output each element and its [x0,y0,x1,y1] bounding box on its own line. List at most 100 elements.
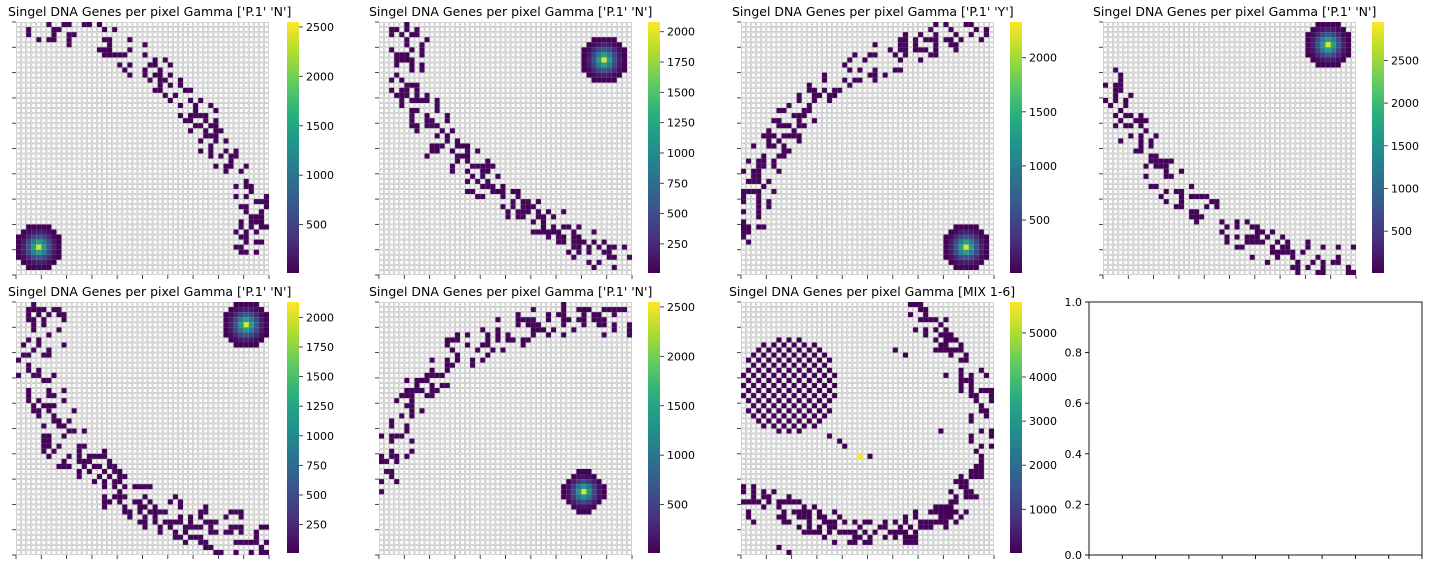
heatmap-cell [177,102,184,109]
empty-cell [152,42,158,48]
empty-cell [551,143,557,149]
empty-cell [248,234,254,240]
empty-cell [172,249,178,255]
empty-cell [71,264,77,270]
empty-cell [132,163,138,169]
heatmap-cell [152,87,158,93]
empty-cell [429,27,435,33]
empty-cell [81,103,87,108]
empty-cell [21,158,27,164]
heatmap-cell [198,148,204,154]
empty-cell [218,249,224,255]
empty-cell [546,72,551,78]
empty-cell [157,62,163,68]
empty-cell [51,143,57,149]
empty-cell [162,264,168,270]
empty-cell [147,72,153,78]
empty-cell [379,254,384,260]
empty-cell [228,219,234,225]
empty-cell [86,123,92,129]
empty-cell [404,72,410,78]
empty-cell [389,204,395,210]
heatmap-cell [389,77,395,83]
empty-cell [117,153,123,159]
empty-cell [409,209,415,215]
empty-cell [581,148,587,154]
empty-cell [31,52,37,58]
empty-cell [147,27,153,33]
empty-cell [505,244,511,250]
empty-cell [546,133,551,139]
empty-cell [16,97,21,103]
empty-cell [248,259,254,265]
empty-cell [218,168,224,174]
empty-cell [470,87,476,93]
empty-cell [228,259,234,265]
empty-cell [495,123,501,129]
empty-cell [218,108,224,113]
empty-cell [264,72,269,78]
empty-cell [566,128,572,134]
heatmap-cell [248,214,254,220]
empty-cell [56,52,62,58]
empty-cell [188,214,193,220]
empty-cell [455,62,460,68]
empty-cell [248,22,254,27]
empty-cell [475,128,481,134]
empty-cell [505,194,511,199]
empty-cell [157,194,163,199]
empty-cell [525,153,531,159]
empty-cell [258,204,264,210]
heatmap-cell [182,118,189,124]
empty-cell [31,270,37,275]
empty-cell [551,52,557,58]
heatmap-cell [485,178,491,184]
empty-cell [213,168,219,174]
empty-cell [71,37,77,43]
empty-cell [208,219,214,225]
empty-cell [495,199,501,205]
empty-cell [616,259,622,265]
empty-cell [142,234,148,240]
empty-cell [142,97,148,103]
heatmap-cell [591,37,597,43]
empty-cell [530,158,536,164]
empty-cell [525,178,531,184]
empty-cell [449,108,455,113]
empty-cell [455,32,460,38]
empty-cell [500,168,506,174]
empty-cell [460,158,465,164]
empty-cell [228,148,234,154]
heatmap-cell [414,123,420,129]
empty-cell [71,168,77,174]
empty-cell [172,128,178,134]
empty-cell [238,108,244,113]
empty-cell [223,143,229,149]
empty-cell [61,194,67,199]
empty-cell [243,77,249,83]
empty-cell [449,47,455,53]
heatmap-cell [480,163,486,169]
empty-cell [172,158,178,164]
empty-cell [621,72,627,78]
empty-cell [147,259,153,265]
empty-cell [213,239,219,245]
empty-cell [137,32,143,38]
empty-cell [576,254,582,260]
empty-cell [485,123,491,129]
empty-cell [107,32,113,38]
empty-cell [264,153,269,159]
empty-cell [566,37,572,43]
empty-cell [91,22,97,27]
empty-cell [616,92,622,98]
heatmap-cell [41,234,47,240]
empty-cell [581,128,587,134]
empty-cell [561,259,567,265]
empty-cell [172,67,178,73]
empty-cell [132,77,138,83]
heatmap-cell [545,209,552,215]
empty-cell [460,77,465,83]
empty-cell [203,270,209,275]
empty-cell [434,52,440,58]
empty-cell [258,87,264,93]
